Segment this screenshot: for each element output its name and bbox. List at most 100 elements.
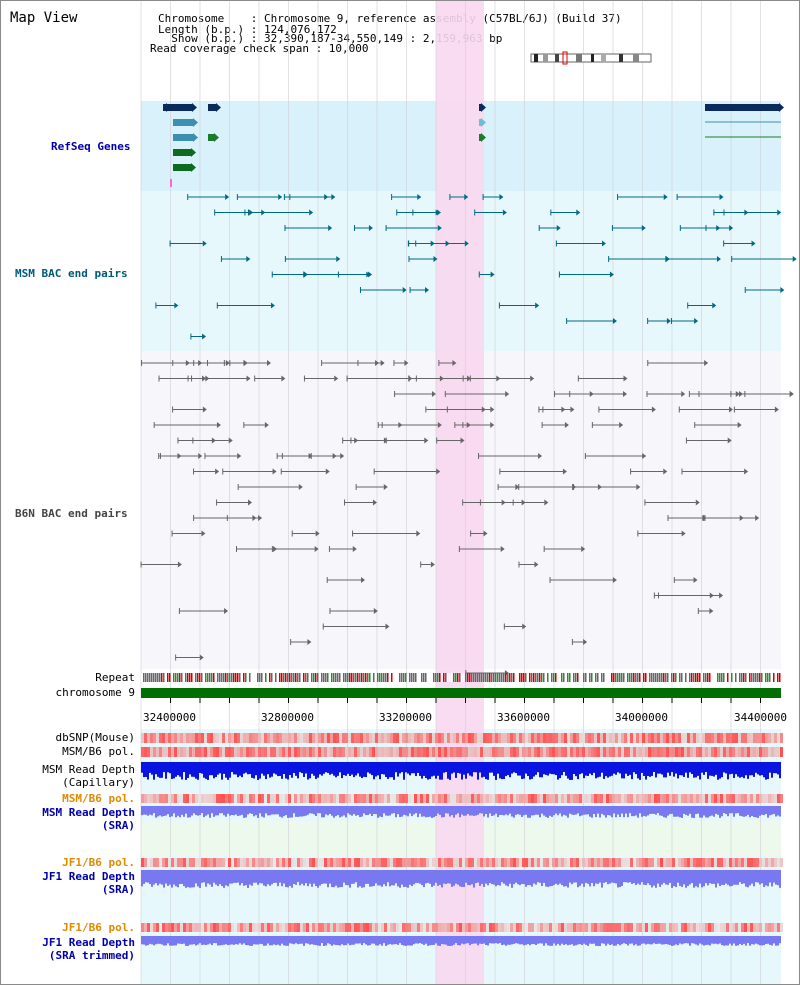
msm-bac-pair-end bbox=[751, 240, 756, 247]
read-depth-bar bbox=[201, 870, 203, 883]
read-depth-bar bbox=[225, 762, 227, 778]
polymorphism-cell bbox=[501, 923, 504, 932]
polymorphism-cell bbox=[147, 747, 150, 757]
repeat-mark bbox=[587, 673, 589, 682]
repeat-mark bbox=[721, 673, 723, 682]
read-depth-bar bbox=[153, 806, 155, 814]
polymorphism-cell bbox=[147, 858, 150, 867]
polymorphism-cell bbox=[516, 794, 519, 803]
repeat-mark bbox=[681, 673, 683, 682]
polymorphism-cell bbox=[696, 923, 699, 932]
read-depth-bar bbox=[501, 870, 503, 883]
polymorphism-cell bbox=[366, 733, 369, 743]
polymorphism-cell bbox=[519, 858, 522, 867]
polymorphism-cell bbox=[327, 923, 330, 932]
b6n-bac-pair-end bbox=[693, 577, 698, 583]
read-depth-bar bbox=[205, 762, 207, 779]
read-depth-bar bbox=[593, 762, 595, 773]
polymorphism-cell bbox=[462, 923, 465, 932]
polymorphism-cell bbox=[570, 733, 573, 743]
read-depth-bar bbox=[457, 936, 459, 946]
read-depth-bar bbox=[515, 870, 517, 883]
polymorphism-cell bbox=[666, 747, 669, 757]
repeat-mark bbox=[345, 673, 347, 682]
read-depth-bar bbox=[345, 762, 347, 776]
polymorphism-cell bbox=[546, 747, 549, 757]
read-depth-bar bbox=[457, 806, 459, 814]
polymorphism-cell bbox=[567, 794, 570, 803]
polymorphism-cell bbox=[360, 858, 363, 867]
read-depth-bar bbox=[639, 870, 641, 885]
read-depth-bar bbox=[217, 762, 219, 775]
read-depth-bar bbox=[433, 936, 435, 945]
read-depth-bar bbox=[271, 870, 273, 885]
polymorphism-cell bbox=[612, 733, 615, 743]
read-depth-bar bbox=[181, 870, 183, 884]
repeat-mark bbox=[641, 673, 643, 682]
read-depth-bar bbox=[777, 936, 779, 946]
polymorphism-cell bbox=[309, 923, 312, 932]
polymorphism-cell bbox=[387, 858, 390, 867]
read-depth-bar bbox=[701, 762, 703, 773]
polymorphism-cell bbox=[375, 747, 378, 757]
repeat-mark bbox=[199, 673, 201, 682]
read-depth-bar bbox=[643, 936, 645, 944]
polymorphism-cell bbox=[657, 747, 660, 757]
polymorphism-cell bbox=[330, 858, 333, 867]
b6n-bac-pair-end bbox=[490, 422, 495, 428]
polymorphism-cell bbox=[528, 747, 531, 757]
read-depth-bar bbox=[195, 806, 197, 816]
read-depth-bar bbox=[183, 936, 185, 944]
read-depth-bar bbox=[313, 936, 315, 945]
read-depth-bar bbox=[609, 806, 611, 816]
read-depth-bar bbox=[303, 870, 305, 886]
b6n-bac-pair-end bbox=[681, 391, 686, 397]
polymorphism-cell bbox=[276, 733, 279, 743]
read-depth-bar bbox=[667, 870, 669, 885]
polymorphism-cell bbox=[456, 794, 459, 803]
polymorphism-cell bbox=[597, 923, 600, 932]
polymorphism-cell bbox=[369, 923, 372, 932]
repeat-mark bbox=[457, 673, 459, 682]
polymorphism-cell bbox=[525, 794, 528, 803]
read-depth-bar bbox=[167, 762, 169, 773]
read-depth-bar bbox=[761, 806, 763, 815]
read-depth-bar bbox=[763, 806, 765, 816]
polymorphism-cell bbox=[585, 747, 588, 757]
polymorphism-cell bbox=[627, 794, 630, 803]
read-depth-bar bbox=[497, 806, 499, 818]
polymorphism-cell bbox=[204, 733, 207, 743]
polymorphism-cell bbox=[597, 858, 600, 867]
polymorphism-cell bbox=[771, 733, 774, 743]
polymorphism-cell bbox=[546, 923, 549, 932]
polymorphism-cell bbox=[615, 858, 618, 867]
read-depth-bar bbox=[687, 936, 689, 944]
polymorphism-cell bbox=[723, 733, 726, 743]
polymorphism-cell bbox=[759, 794, 762, 803]
read-depth-bar bbox=[309, 762, 311, 779]
repeat-mark bbox=[533, 673, 535, 682]
polymorphism-cell bbox=[594, 747, 597, 757]
read-depth-bar bbox=[171, 936, 173, 946]
b6n-bac-pair-end bbox=[505, 391, 510, 397]
polymorphism-cell bbox=[141, 794, 144, 803]
polymorphism-cell bbox=[444, 858, 447, 867]
read-depth-bar bbox=[557, 936, 559, 944]
read-depth-bar bbox=[633, 936, 635, 946]
polymorphism-cell bbox=[519, 747, 522, 757]
read-depth-bar bbox=[357, 936, 359, 944]
polymorphism-cell bbox=[543, 733, 546, 743]
read-depth-bar bbox=[229, 806, 231, 816]
map-view-title: Map View bbox=[10, 10, 78, 26]
read-depth-bar bbox=[361, 762, 363, 779]
read-depth-bar bbox=[353, 936, 355, 945]
read-depth-bar bbox=[279, 806, 281, 817]
polymorphism-cell bbox=[183, 858, 186, 867]
polymorphism-cell bbox=[330, 794, 333, 803]
read-depth-bar bbox=[665, 762, 667, 778]
read-depth-bar bbox=[589, 806, 591, 817]
repeat-mark bbox=[369, 673, 371, 682]
polymorphism-cell bbox=[279, 747, 282, 757]
polymorphism-cell bbox=[249, 858, 252, 867]
